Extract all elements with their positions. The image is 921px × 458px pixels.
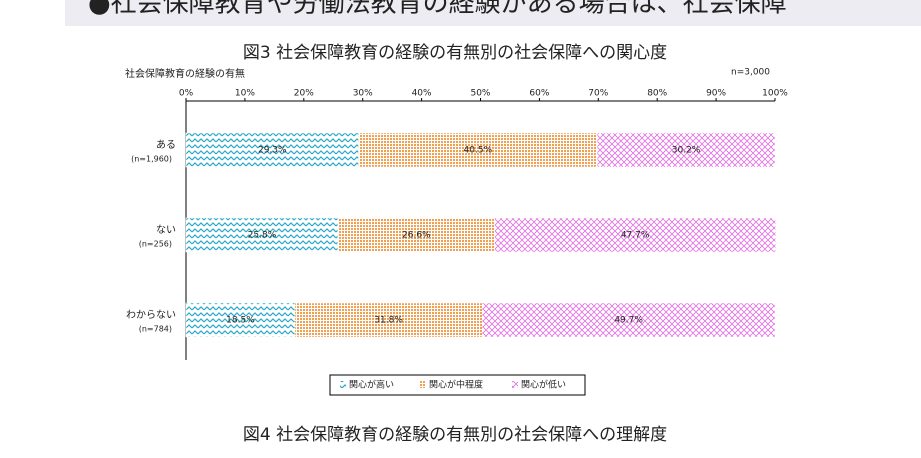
bar-segment [337,217,495,253]
bar-segment [494,217,776,253]
x-tick-label: 100% [762,89,788,99]
bar-segment [358,132,598,168]
value-label: 47.7% [621,231,650,241]
value-label: 25.8% [248,231,277,241]
x-tick-label: 90% [706,89,726,99]
value-label: 31.8% [374,316,403,326]
category-label: ない [156,224,176,236]
bar-segment [185,217,339,253]
x-tick-label: 60% [529,89,549,99]
y-axis-label: 社会保障教育の経験の有無 [125,67,245,80]
bar-segment [482,302,776,338]
x-tick-label: 50% [470,89,490,99]
x-tick-label: 10% [235,89,255,99]
legend-swatch [340,381,346,388]
x-tick-label: 30% [353,89,373,99]
category-count: (n=784) [139,325,172,334]
bar-segment [185,132,359,168]
category-count: (n=256) [139,240,172,249]
x-tick-label: 80% [647,89,667,99]
chart-title: 図3 社会保障教育の経験の有無別の社会保障への関心度 [243,43,667,63]
bar-segment [596,132,776,168]
banner-bg [65,0,921,26]
value-label: 18.5% [226,316,255,326]
category-label: ある [156,139,176,151]
x-tick-label: 40% [412,89,432,99]
value-label: 30.2% [672,146,701,156]
legend-swatch [420,381,426,388]
bar-segment [185,302,296,338]
category-count: (n=1,960) [131,155,172,164]
value-label: 29.3% [258,146,287,156]
value-label: 40.5% [464,146,493,156]
x-tick-label: 70% [588,89,608,99]
next-title: 図4 社会保障教育の経験の有無別の社会保障への理解度 [243,425,667,445]
bar-segment [294,302,483,338]
banner: ●社会保障教育や労働法教育の経験がある場合は、社会保障 [88,0,787,19]
note: n=3,000 [731,68,770,78]
legend-box [329,374,586,396]
category-label: わからない [126,309,176,321]
value-label: 49.7% [614,316,643,326]
legend-label: 関心が高い [349,379,394,391]
value-label: 26.6% [402,231,431,241]
legend-label: 関心が中程度 [429,379,483,391]
legend-swatch [512,381,518,388]
x-tick-label: 0% [179,89,194,99]
legend-label: 関心が低い [521,379,566,391]
x-tick-label: 20% [294,89,314,99]
